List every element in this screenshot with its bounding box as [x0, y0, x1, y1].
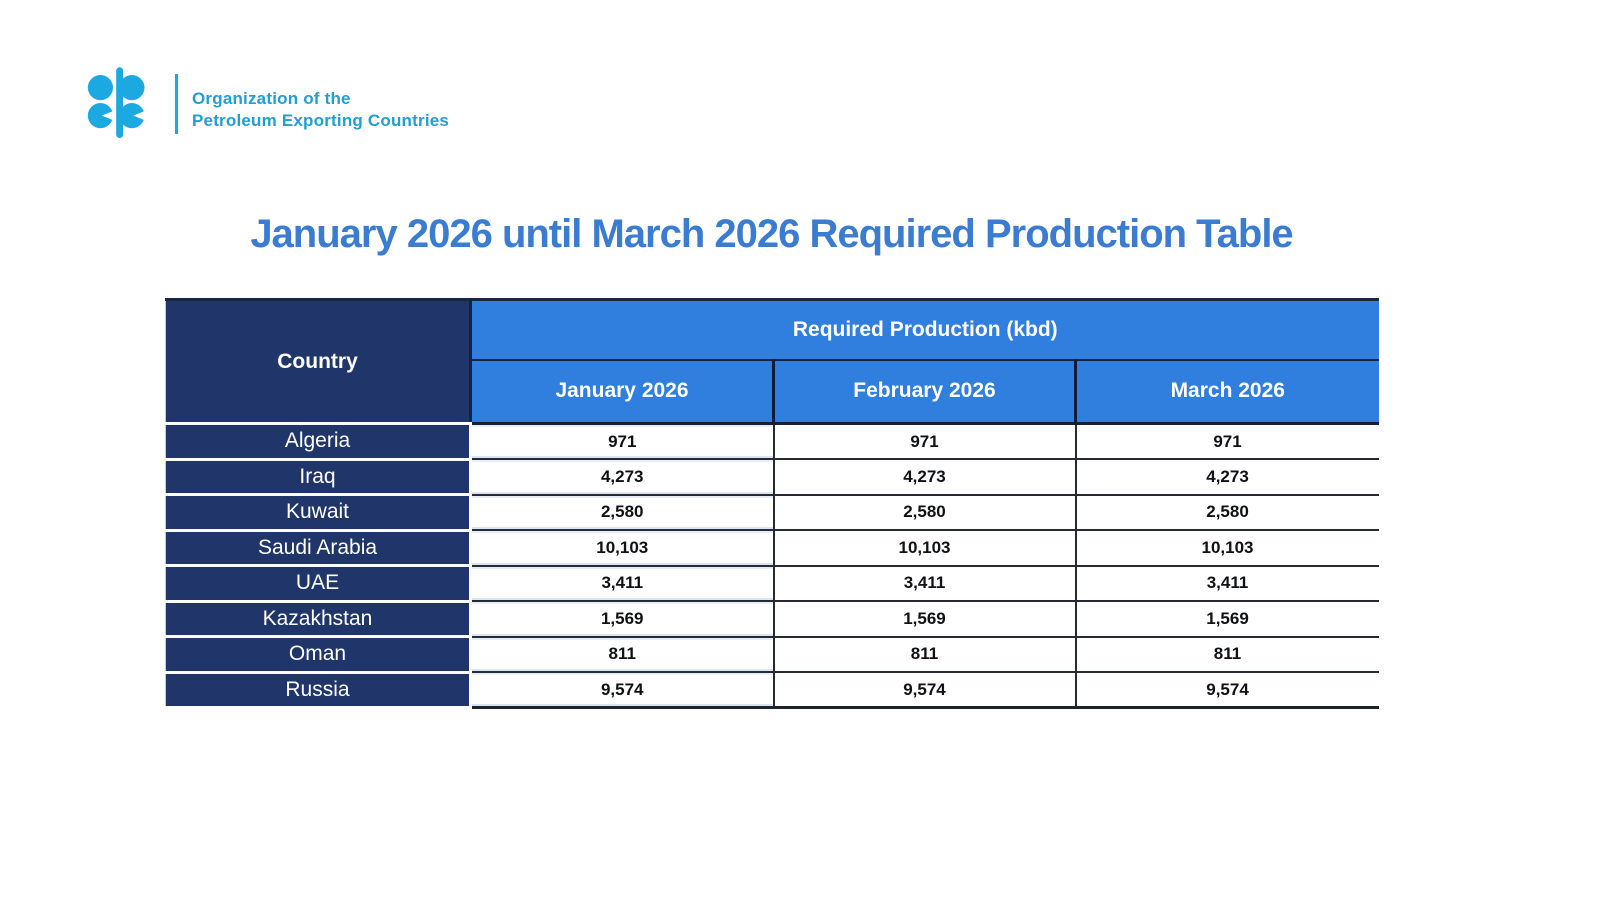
value-cell: 1,569	[772, 600, 1077, 638]
value-cell: 2,580	[469, 493, 775, 531]
value-cell: 811	[469, 635, 775, 673]
table-row: Kazakhstan 1,569 1,569 1,569	[165, 599, 1379, 638]
value-cell: 1,569	[1074, 600, 1379, 638]
opec-logo: Organization of the Petroleum Exporting …	[85, 64, 449, 142]
page-title: January 2026 until March 2026 Required P…	[250, 212, 1293, 256]
column-header-january-2026: January 2026	[469, 359, 774, 425]
column-header-february-2026: February 2026	[772, 359, 1076, 425]
group-header-required-production: Required Production (kbd)	[470, 298, 1379, 361]
required-production-table: Country Required Production (kbd) Januar…	[165, 298, 1379, 709]
value-cell: 10,103	[1074, 529, 1379, 567]
value-cell: 2,580	[1074, 493, 1379, 531]
country-cell: UAE	[165, 564, 472, 603]
logo-divider	[175, 74, 178, 134]
value-cell: 3,411	[772, 564, 1077, 602]
table-row: Iraq 4,273 4,273 4,273	[165, 457, 1379, 496]
table-row: Oman 811 811 811	[165, 635, 1379, 674]
logo-line-1: Organization of the	[192, 89, 351, 108]
country-cell: Algeria	[165, 422, 472, 461]
logo-line-2: Petroleum Exporting Countries	[192, 111, 450, 131]
country-cell: Iraq	[165, 457, 472, 496]
country-cell: Oman	[165, 635, 472, 674]
country-cell: Russia	[165, 670, 472, 709]
logo-wordmark: Organization of the Petroleum Exporting …	[192, 88, 449, 132]
value-cell: 811	[772, 635, 1077, 673]
table-row: UAE 3,411 3,411 3,411	[165, 564, 1379, 603]
value-cell: 4,273	[1074, 458, 1379, 496]
country-cell: Saudi Arabia	[165, 528, 472, 567]
country-cell: Kuwait	[165, 493, 472, 532]
value-cell: 9,574	[1074, 671, 1379, 709]
value-cell: 4,273	[772, 458, 1077, 496]
value-cell: 10,103	[469, 529, 775, 567]
value-cell: 971	[772, 422, 1077, 460]
column-header-march-2026: March 2026	[1073, 359, 1379, 425]
table-row: Russia 9,574 9,574 9,574	[165, 670, 1379, 709]
value-cell: 2,580	[772, 493, 1077, 531]
value-cell: 9,574	[469, 671, 775, 709]
value-cell: 3,411	[469, 564, 775, 602]
value-cell: 9,574	[772, 671, 1077, 709]
value-cell: 4,273	[469, 458, 775, 496]
value-cell: 811	[1074, 635, 1379, 673]
value-cell: 971	[469, 422, 775, 460]
table-row: Kuwait 2,580 2,580 2,580	[165, 493, 1379, 532]
value-cell: 3,411	[1074, 564, 1379, 602]
country-cell: Kazakhstan	[165, 599, 472, 638]
table-row: Algeria 971 971 971	[165, 422, 1379, 461]
column-header-country: Country	[165, 298, 472, 425]
table-row: Saudi Arabia 10,103 10,103 10,103	[165, 528, 1379, 567]
value-cell: 971	[1074, 422, 1379, 460]
opec-logo-icon	[87, 67, 148, 138]
value-cell: 10,103	[772, 529, 1077, 567]
value-cell: 1,569	[469, 600, 775, 638]
